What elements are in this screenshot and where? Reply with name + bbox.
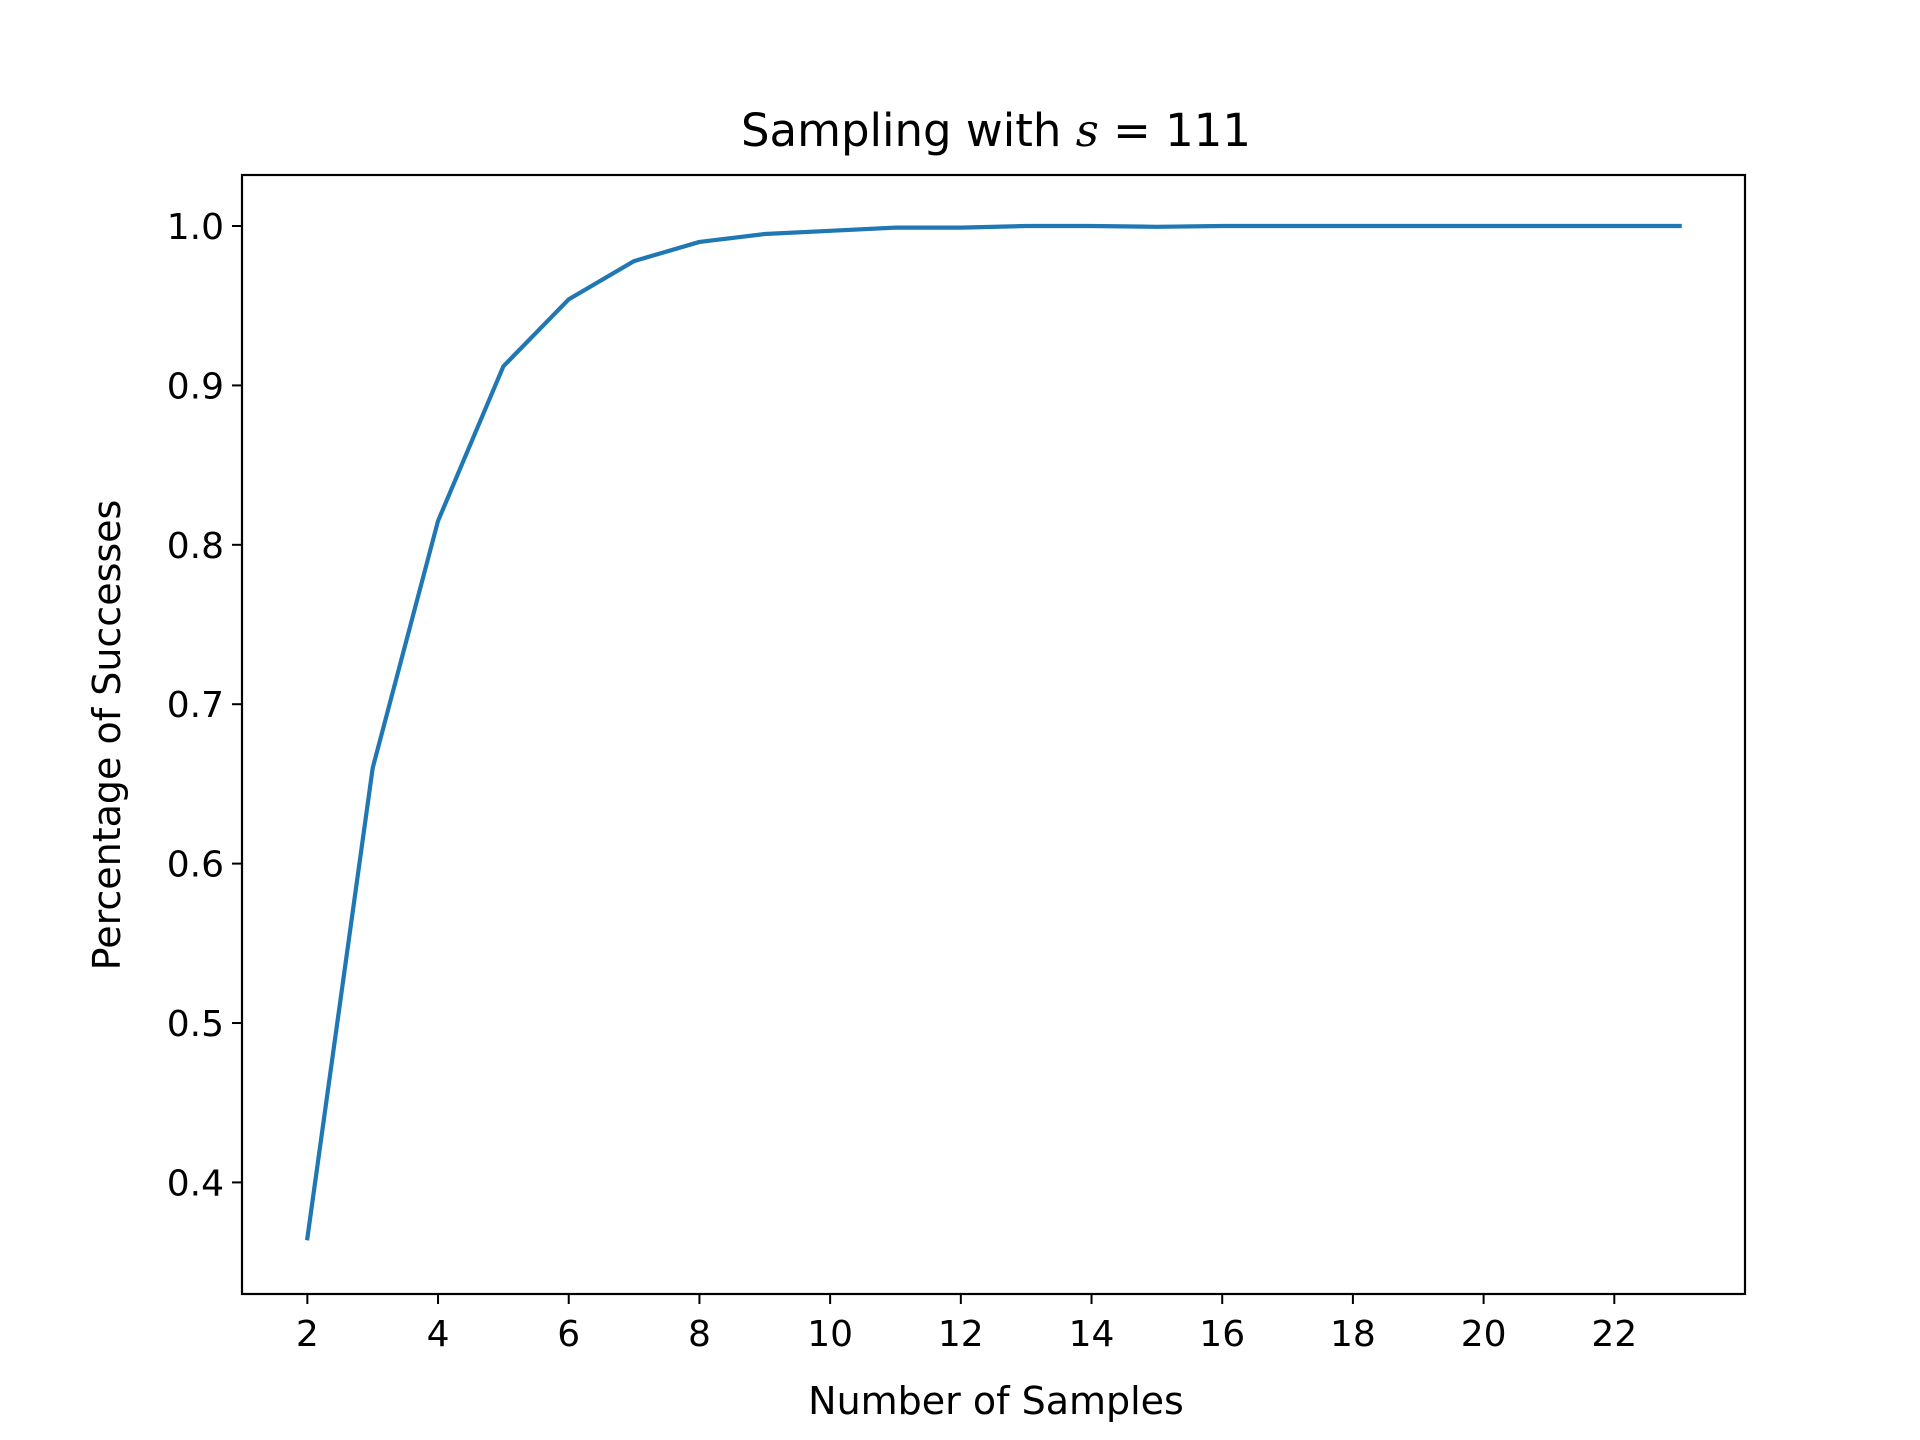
- x-tick-label: 4: [427, 1314, 450, 1355]
- chart-title: Sampling with s = 111: [741, 104, 1251, 157]
- x-tick-label: 8: [688, 1314, 711, 1355]
- chart-title-relation: = 111: [1099, 104, 1251, 157]
- x-tick-label: 22: [1591, 1314, 1637, 1355]
- x-tick-label: 20: [1461, 1314, 1507, 1355]
- y-tick-label: 0.4: [167, 1163, 224, 1204]
- chart-title-prefix: Sampling with: [741, 104, 1076, 157]
- y-axis-label: Percentage of Successes: [85, 500, 129, 971]
- y-tick-label: 1.0: [167, 207, 224, 248]
- y-tick-label: 0.8: [167, 526, 224, 567]
- y-tick-label: 0.7: [167, 685, 224, 726]
- chart-title-variable: s: [1076, 104, 1099, 157]
- x-tick-label: 6: [557, 1314, 580, 1355]
- y-tick-label: 0.5: [167, 1004, 224, 1045]
- x-tick-label: 16: [1199, 1314, 1245, 1355]
- plot-area: [304, 223, 1682, 1241]
- series-line: [304, 223, 1682, 1241]
- axes-frame: [240, 173, 1747, 1296]
- x-tick-label: 2: [296, 1314, 319, 1355]
- x-tick-label: 18: [1330, 1314, 1376, 1355]
- y-axis-ticks: 0.4 0.5 0.6 0.7 0.8 0.9 1.0: [167, 207, 242, 1204]
- y-tick-label: 0.6: [167, 845, 224, 886]
- x-axis-ticks: 2 4 6 8 10 12 14 16 18 20 22: [296, 1294, 1637, 1355]
- y-tick-label: 0.9: [167, 366, 224, 407]
- x-tick-label: 14: [1069, 1314, 1115, 1355]
- x-tick-label: 10: [807, 1314, 853, 1355]
- x-axis-label: Number of Samples: [808, 1379, 1184, 1423]
- x-tick-label: 12: [938, 1314, 984, 1355]
